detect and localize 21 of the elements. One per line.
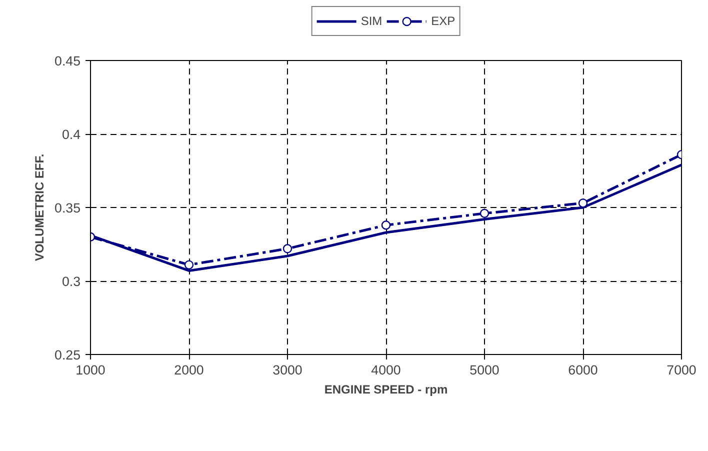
y-tick-label: 0.35 [54, 200, 81, 216]
y-tick-label: 0.3 [62, 274, 81, 289]
x-tick-label: 6000 [568, 362, 598, 378]
x-tick-label: 2000 [174, 362, 204, 378]
legend-label: SIM [360, 14, 382, 28]
x-tick-label: 5000 [470, 362, 500, 378]
x-tick-label: 1000 [76, 362, 106, 378]
point [282, 244, 292, 254]
y-tick-label: 0.4 [62, 127, 82, 142]
y-tick-label: 0.45 [54, 54, 81, 68]
point [381, 220, 391, 230]
point [480, 208, 490, 218]
x-tick-label: 4000 [371, 362, 401, 378]
x-tick-label: 3000 [272, 362, 302, 378]
legend-label: EXP [431, 14, 456, 28]
x-axis-title: ENGINE SPEED - rpm [324, 382, 448, 396]
x-tick-label: 7000 [666, 362, 696, 378]
point [578, 198, 588, 208]
y-tick-label: 0.25 [54, 348, 81, 362]
y-axis-title: VOLUMETRIC EFF. [32, 154, 47, 262]
point [184, 260, 194, 270]
